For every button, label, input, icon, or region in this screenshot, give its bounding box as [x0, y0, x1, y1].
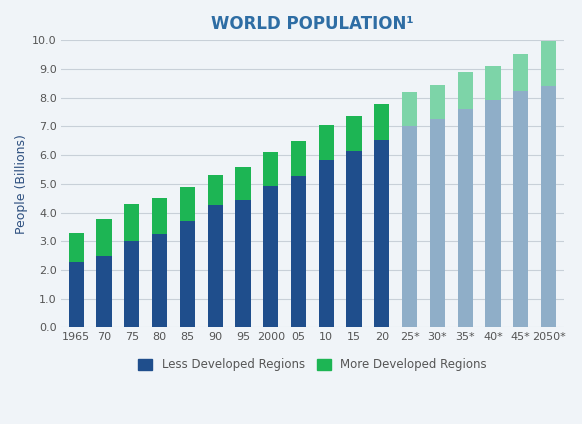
Bar	[485, 100, 501, 327]
Bar	[374, 104, 389, 140]
Title: WORLD POPULATION¹: WORLD POPULATION¹	[211, 15, 414, 33]
Bar	[346, 116, 361, 151]
Bar	[208, 175, 223, 205]
Bar	[263, 186, 278, 327]
Bar	[374, 140, 389, 327]
Bar	[291, 176, 306, 327]
Bar	[124, 204, 140, 241]
Bar	[180, 187, 195, 221]
Legend: Less Developed Regions, More Developed Regions: Less Developed Regions, More Developed R…	[133, 354, 492, 376]
Bar	[457, 72, 473, 109]
Bar	[235, 201, 251, 327]
Bar	[291, 141, 306, 176]
Bar	[208, 205, 223, 327]
Bar	[124, 241, 140, 327]
Bar	[97, 256, 112, 327]
Bar	[457, 109, 473, 327]
Bar	[541, 86, 556, 327]
Bar	[346, 151, 361, 327]
Bar	[235, 167, 251, 201]
Bar	[319, 160, 334, 327]
Bar	[69, 262, 84, 327]
Bar	[402, 92, 417, 126]
Bar	[402, 126, 417, 327]
Bar	[541, 41, 556, 86]
Bar	[430, 119, 445, 327]
Bar	[180, 221, 195, 327]
Bar	[319, 125, 334, 160]
Bar	[513, 54, 528, 91]
Bar	[430, 85, 445, 119]
Bar	[97, 219, 112, 256]
Bar	[513, 91, 528, 327]
Bar	[152, 198, 167, 234]
Bar	[69, 233, 84, 262]
Bar	[263, 152, 278, 186]
Bar	[485, 66, 501, 100]
Y-axis label: People (Billions): People (Billions)	[15, 134, 28, 234]
Bar	[152, 234, 167, 327]
